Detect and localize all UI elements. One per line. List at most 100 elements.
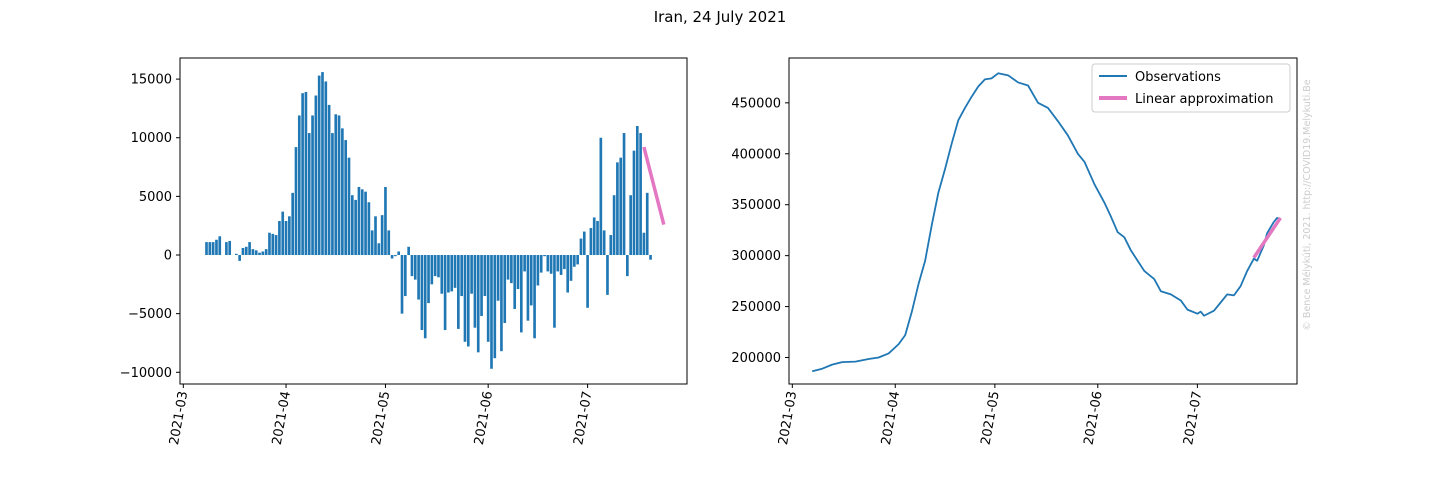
bar [476, 255, 480, 353]
bar [609, 235, 613, 256]
bar [616, 162, 619, 256]
bar [526, 255, 530, 321]
bar [423, 255, 427, 339]
bar [519, 255, 523, 333]
linear-approximation-line [642, 146, 666, 225]
bar [374, 216, 377, 256]
bar [301, 93, 304, 256]
bar [354, 199, 357, 256]
bar-chart-y-tick-label: −10000 [120, 366, 172, 381]
bar [596, 221, 599, 256]
bar [337, 115, 341, 256]
bar [228, 240, 232, 256]
line-chart-y-tick-label: 200000 [731, 351, 781, 366]
line-chart-x-axis: 2021-03 2021-04 2021-05 2021-06 2021-07 [776, 384, 1205, 446]
bar [235, 253, 238, 256]
bar [450, 255, 454, 292]
bar [370, 230, 374, 256]
bar [268, 232, 271, 256]
bar [629, 195, 632, 256]
bar [377, 243, 381, 256]
line-chart-x-tick-label: 2021-03 [776, 390, 800, 446]
bar [288, 216, 291, 256]
bar [523, 255, 526, 272]
bar-chart-y-tick-label: 10000 [131, 131, 172, 146]
line-chart-y-tick-label: 400000 [731, 147, 781, 162]
bar-chart-x-tick-label: 2021-06 [472, 390, 496, 446]
bar [347, 157, 351, 256]
legend: Observations Linear approximation [1091, 63, 1291, 113]
bar [573, 255, 576, 267]
line-series [812, 72, 1282, 373]
bar [500, 255, 503, 352]
bar [602, 230, 606, 256]
bar [470, 255, 473, 294]
line-chart-x-tick-label: 2021-05 [979, 390, 1003, 446]
bar [278, 221, 281, 256]
bar-chart-y-tick-label: 15000 [131, 73, 172, 88]
bar-chart-x-tick-label: 2021-04 [270, 390, 294, 446]
bar [506, 255, 510, 280]
bar [390, 255, 394, 259]
bar [364, 191, 367, 256]
bar-chart-frame [179, 57, 688, 385]
bar-chart-y-tick-label: 5000 [139, 190, 172, 205]
bar [440, 255, 444, 294]
bar [486, 255, 490, 342]
bar [606, 255, 609, 295]
bar [582, 231, 586, 256]
linear-approximation-line [1252, 216, 1282, 259]
bar [314, 95, 318, 256]
bar [503, 255, 507, 324]
bar [543, 255, 546, 257]
bar [327, 104, 331, 256]
bar [576, 255, 579, 265]
bar [453, 255, 457, 288]
bar [626, 255, 629, 277]
bar [417, 255, 420, 300]
bar [549, 255, 553, 274]
bar [420, 255, 424, 331]
bar [225, 242, 228, 256]
bar [264, 249, 268, 256]
bar [387, 230, 391, 256]
bar-chart-y-axis: −10000 −5000 0 5000 10000 15000 [120, 73, 180, 381]
bar [241, 247, 245, 256]
bar [208, 242, 212, 256]
bar [291, 192, 294, 256]
bar [496, 255, 500, 301]
line-chart-y-tick-label: 350000 [731, 198, 781, 213]
bar-chart-y-tick-label: −5000 [128, 307, 172, 322]
bar [218, 236, 222, 256]
bar [592, 217, 596, 256]
line-chart-y-tick-label: 300000 [731, 249, 781, 264]
bar [563, 255, 566, 270]
bar [632, 150, 636, 256]
observations-line [812, 72, 1281, 373]
bar [437, 255, 440, 278]
bar [493, 255, 497, 359]
bar [294, 147, 298, 256]
bar-chart-y-tick-label: 0 [164, 249, 172, 264]
bar [284, 221, 288, 256]
bar [586, 255, 589, 308]
bar [536, 255, 540, 286]
bar [238, 255, 241, 261]
line-chart-x-tick-label: 2021-04 [879, 390, 903, 446]
bar [407, 246, 410, 256]
bar [304, 92, 308, 256]
line-chart-y-tick-label: 250000 [731, 300, 781, 315]
bar [360, 189, 364, 256]
bar [410, 255, 414, 277]
bar [244, 246, 248, 256]
copyright-watermark: © Bence Mélykúti, 2021. http://COVID19.M… [1302, 79, 1313, 330]
bar [321, 72, 324, 256]
bar [261, 251, 265, 256]
bar [589, 228, 593, 256]
bar-chart-x-tick-label: 2021-05 [369, 390, 393, 446]
figure-title: Iran, 24 July 2021 [654, 8, 787, 26]
bar [559, 255, 563, 275]
line-chart-frame [788, 57, 1298, 385]
